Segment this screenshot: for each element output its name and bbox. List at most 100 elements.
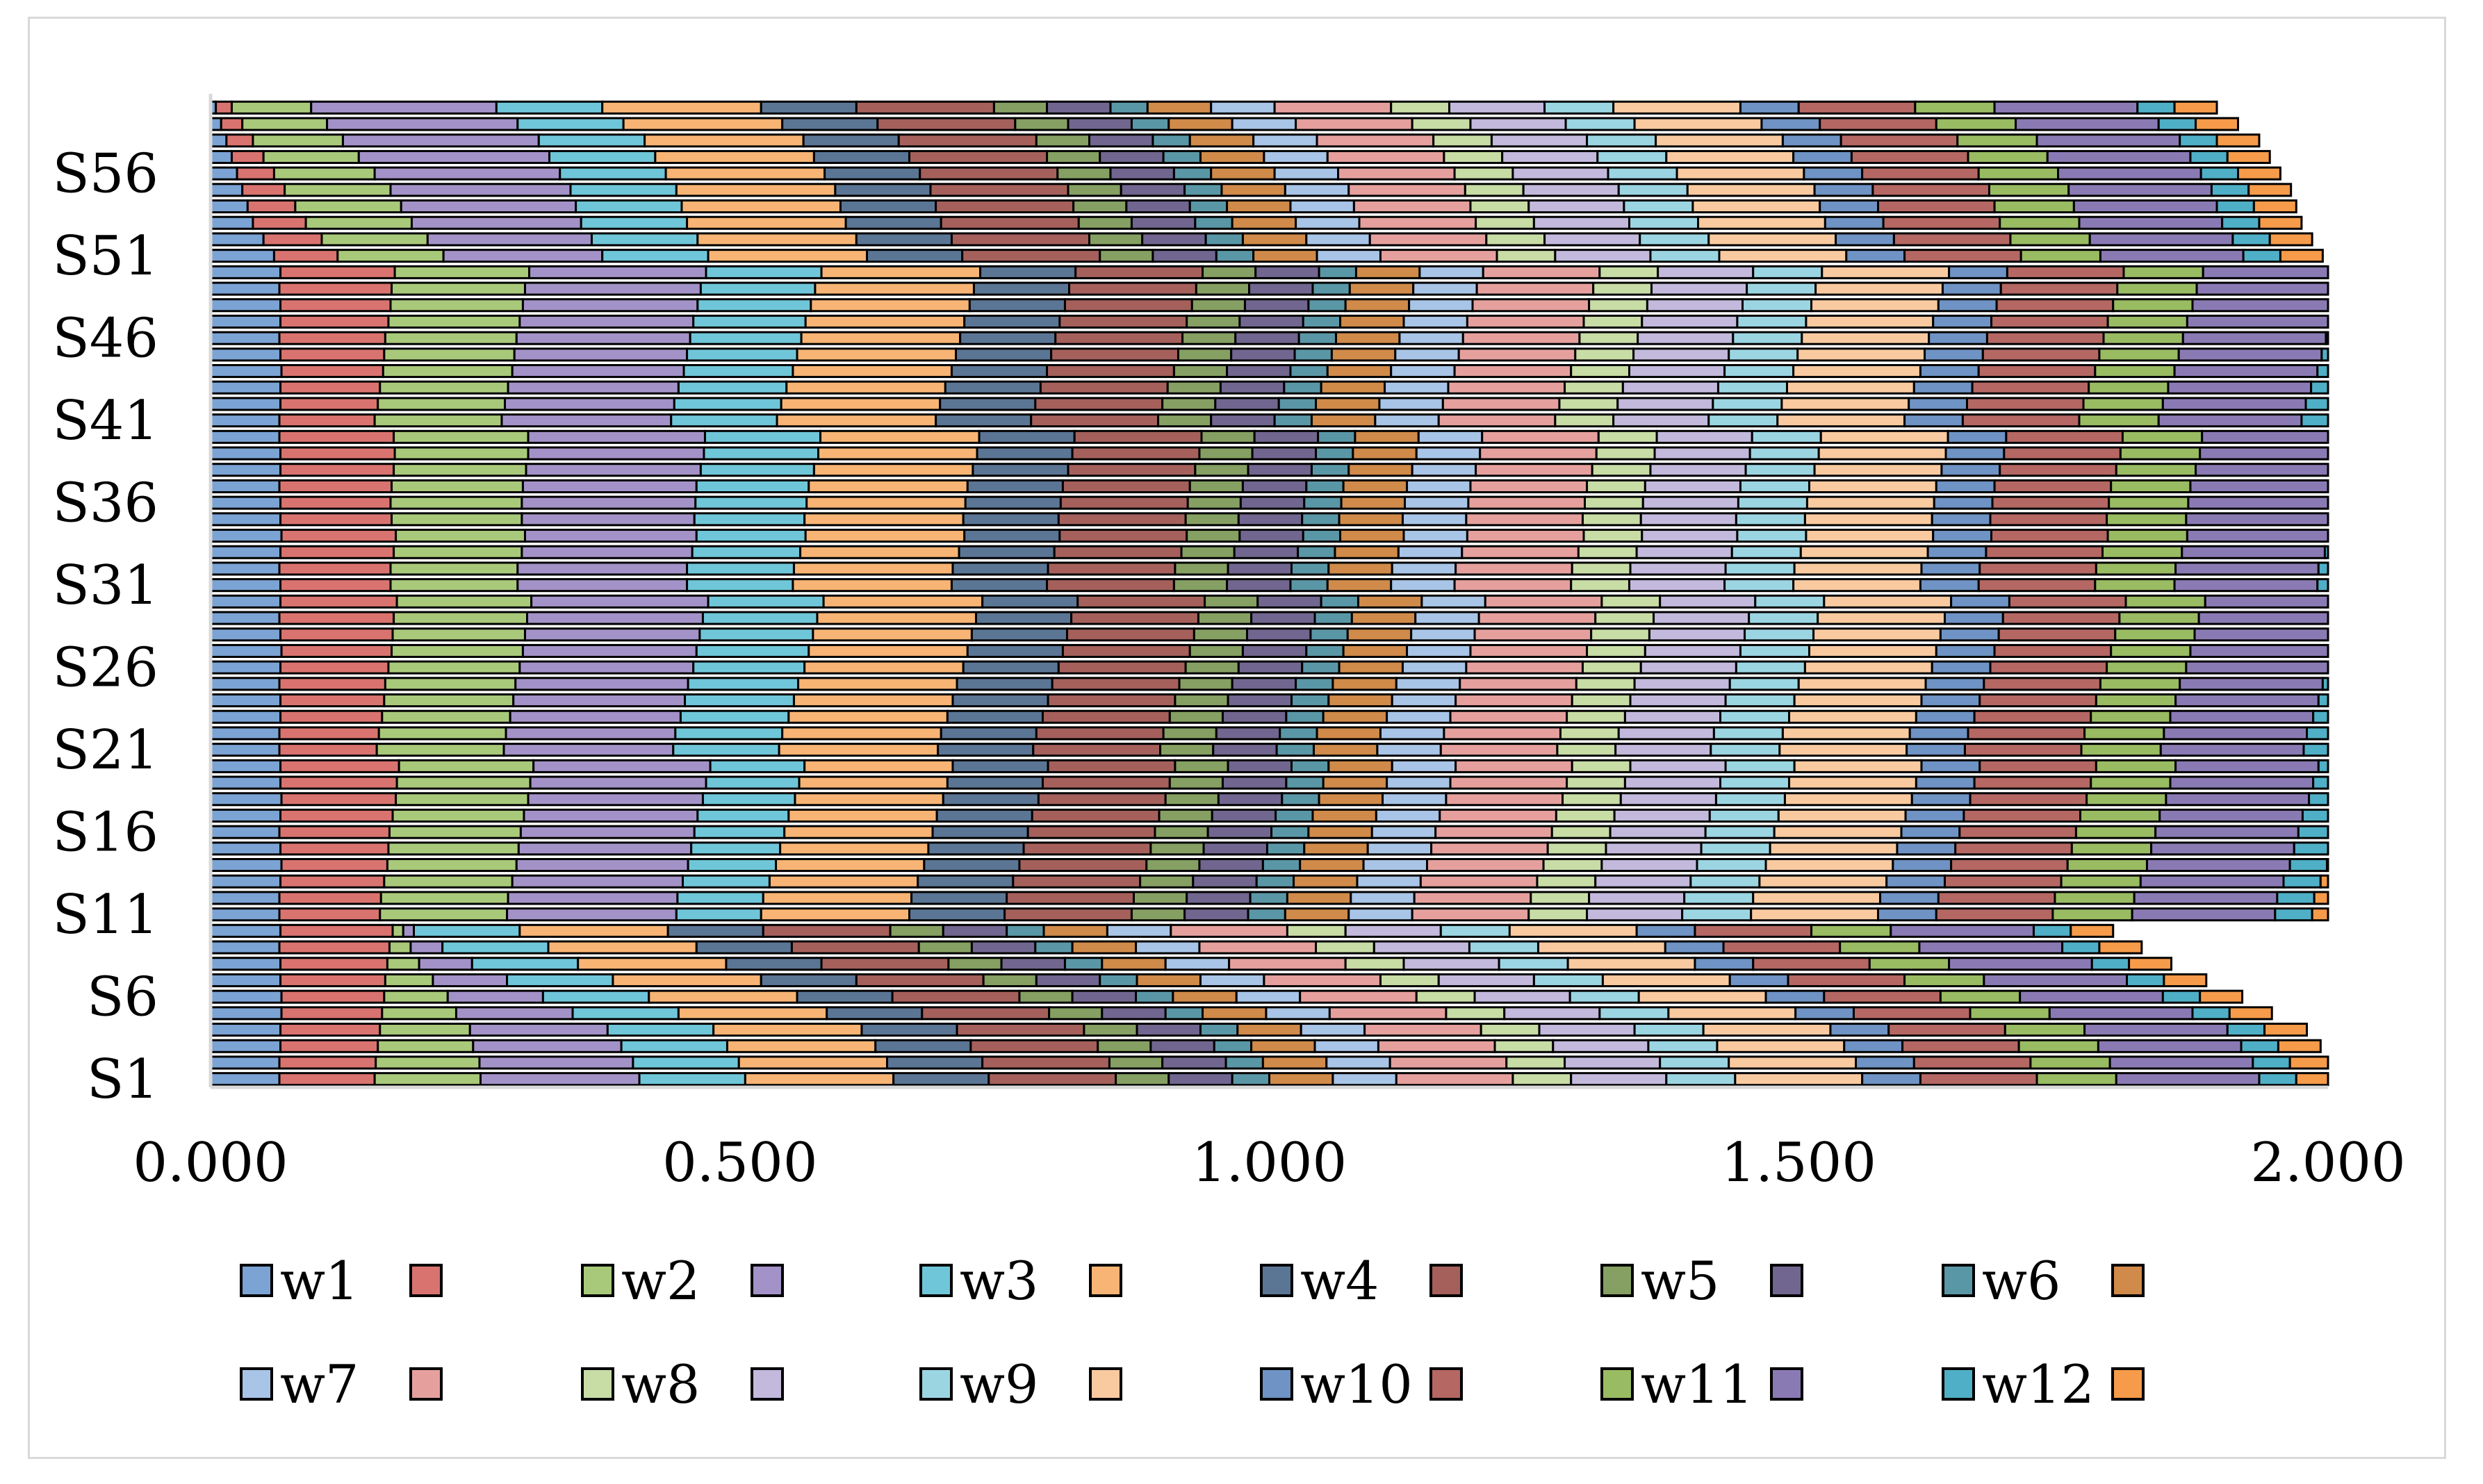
bar-segment <box>1967 149 2049 164</box>
bar-segment <box>1655 133 1784 148</box>
bar-segment <box>1744 463 1816 477</box>
bar-segment <box>278 726 380 741</box>
bar-segment <box>1764 989 1826 1004</box>
bar-segment <box>1835 232 1895 247</box>
bar-segment <box>1641 314 1739 329</box>
bar-segment <box>1577 545 1638 559</box>
bar-segment <box>1018 989 1074 1004</box>
bar-segment <box>1764 858 1894 873</box>
bar-segment <box>1047 759 1177 773</box>
bar-segment <box>2185 512 2329 527</box>
bar-segment <box>976 446 1074 461</box>
bar-segment <box>279 627 394 642</box>
bar-segment <box>1046 149 1101 164</box>
bar-segment <box>1273 100 1393 115</box>
bar-segment <box>381 1006 457 1021</box>
bar-segment <box>1157 413 1213 428</box>
bar-segment <box>2057 166 2202 181</box>
legend-swatch <box>751 1264 784 1297</box>
bar-segment <box>1250 611 1316 625</box>
bar-segment <box>1058 529 1188 543</box>
bar-segment <box>2003 1023 2086 1037</box>
bar-segment <box>1971 380 2090 395</box>
bar-segment <box>2106 660 2188 675</box>
bar-segment <box>1322 709 1388 724</box>
bar-segment <box>1633 1023 1705 1037</box>
bar-segment <box>241 117 329 131</box>
bar-segment <box>1074 265 1204 279</box>
bar-segment <box>1681 907 1753 922</box>
bar-segment <box>812 627 973 642</box>
legend-label: w9 <box>960 1353 1038 1415</box>
bar-segment <box>2226 1023 2266 1037</box>
bar-segment <box>279 693 386 708</box>
bar-segment <box>1594 874 1692 889</box>
bar-segment <box>695 479 810 493</box>
bar-segment <box>2046 149 2192 164</box>
bar-segment <box>1327 759 1393 773</box>
bar-segment <box>1993 643 2113 658</box>
bar-segment <box>2215 199 2255 214</box>
bar-segment <box>1215 249 1255 263</box>
legend-swatch <box>581 1264 614 1297</box>
bar-segment <box>1702 1023 1832 1037</box>
bar-segment <box>1241 479 1308 493</box>
bar-segment <box>527 792 704 807</box>
bar-segment <box>209 643 283 658</box>
bar-segment <box>1312 743 1379 757</box>
bar-segment <box>1714 792 1786 807</box>
bar-segment <box>1346 627 1413 642</box>
bar-segment <box>1406 643 1472 658</box>
bar-segment <box>1224 1055 1264 1070</box>
bar-segment <box>2085 792 2167 807</box>
bar-segment <box>2099 677 2181 691</box>
bar-segment <box>1139 874 1195 889</box>
bar-segment <box>1357 594 1423 609</box>
bar-segment <box>654 149 815 164</box>
bar-segment <box>393 446 530 461</box>
bar-segment <box>395 529 526 543</box>
bar-segment <box>1999 215 2081 230</box>
bar-segment <box>2325 858 2329 873</box>
bar-segment <box>981 1055 1111 1070</box>
bar-segment <box>1411 463 1477 477</box>
bar-segment <box>1943 874 2063 889</box>
axes-layer <box>208 94 2328 1089</box>
bar-segment <box>1035 973 1101 987</box>
bar-segment <box>1810 298 1940 313</box>
bar-segment <box>2163 973 2208 987</box>
bar-segment <box>686 215 847 230</box>
bar-segment <box>1781 133 1842 148</box>
bar-segment <box>547 940 698 955</box>
bar-segment <box>2009 232 2091 247</box>
bar-segment <box>230 100 313 115</box>
bar-segment <box>2008 594 2127 609</box>
bar-segment <box>1633 117 1763 131</box>
bar-segment <box>1475 281 1595 296</box>
bar-segment <box>1728 973 1789 987</box>
bar-segment <box>279 775 398 790</box>
bar-segment <box>1445 1006 1506 1021</box>
bar-segment <box>1542 858 1603 873</box>
bar-segment <box>799 545 960 559</box>
bar-segment <box>1183 183 1223 197</box>
bar-segment <box>389 561 519 576</box>
bar-segment <box>1918 940 2064 955</box>
bar-segment <box>1152 133 1191 148</box>
bar-segment <box>1136 973 1202 987</box>
bar-segment <box>855 100 995 115</box>
bar-segment <box>1792 578 1921 593</box>
bar-segment <box>2240 1039 2279 1053</box>
bar-segment <box>1503 1006 1601 1021</box>
bar-segment <box>1419 874 1539 889</box>
bar-segment <box>2145 858 2291 873</box>
bar-segment <box>1286 891 1352 905</box>
bar-segment <box>797 677 958 691</box>
bar-segment <box>391 923 404 938</box>
bar-segment <box>1204 232 1244 247</box>
bar-segment <box>804 314 966 329</box>
bar-segment <box>1215 726 1281 741</box>
bar-segment <box>507 891 679 905</box>
bar-segment <box>1892 232 2012 247</box>
bar-segment <box>1174 759 1229 773</box>
